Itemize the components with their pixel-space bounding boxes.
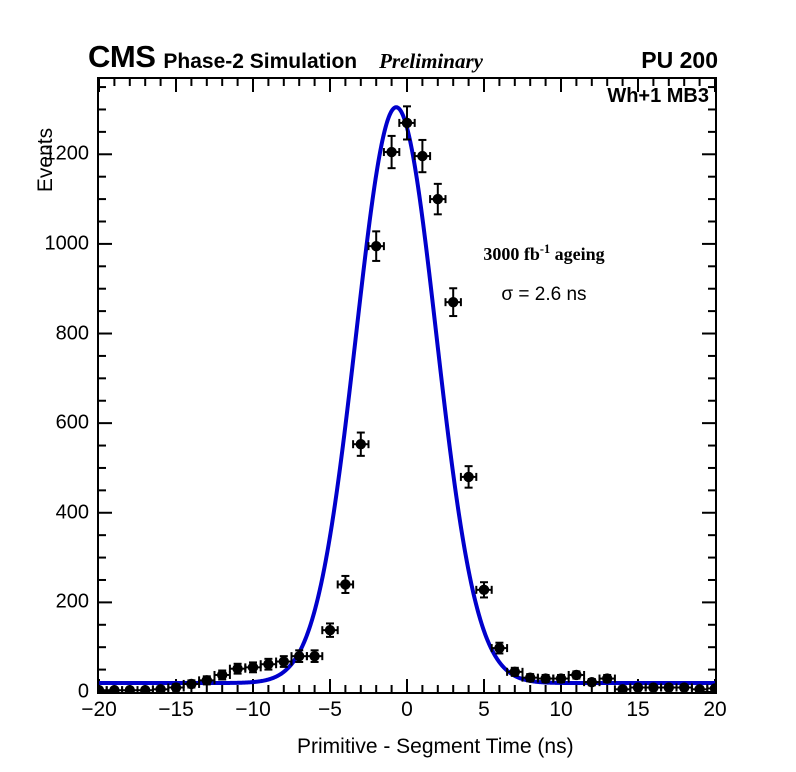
x-tick-label: −5 bbox=[318, 698, 342, 721]
y-tick-label: 600 bbox=[55, 411, 89, 434]
x-tick-label: −20 bbox=[81, 698, 117, 721]
y-tick-label: 200 bbox=[55, 590, 89, 613]
sigma-annotation: σ = 2.6 ns bbox=[501, 284, 587, 305]
luminosity-suffix: ageing bbox=[550, 244, 605, 264]
x-tick-label: 0 bbox=[401, 698, 413, 721]
plot-area bbox=[99, 79, 715, 692]
x-tick-label: 5 bbox=[478, 698, 490, 721]
y-tick-label: 800 bbox=[55, 322, 89, 345]
luminosity-exponent: -1 bbox=[539, 242, 551, 256]
x-tick-label: −10 bbox=[235, 698, 271, 721]
cms-subtitle: Phase-2 Simulation bbox=[163, 50, 358, 73]
cms-header: CMS Phase-2 Simulation Preliminary PU 20… bbox=[88, 36, 718, 72]
x-axis-title: Primitive - Segment Time (ns) bbox=[297, 735, 574, 758]
luminosity-prefix: 3000 fb bbox=[483, 244, 540, 264]
region-label: Wh+1 MB3 bbox=[607, 85, 709, 107]
cms-preliminary-label: Preliminary bbox=[379, 49, 483, 73]
y-tick-label: 1200 bbox=[44, 142, 90, 165]
x-tick-label: 10 bbox=[549, 698, 573, 721]
plot-frame: Wh+1 MB3 3000 fb-1 ageing σ = 2.6 ns bbox=[97, 77, 717, 694]
luminosity-annotation: 3000 fb-1 ageing bbox=[429, 242, 659, 265]
y-tick-label: 400 bbox=[55, 501, 89, 524]
x-tick-label: −15 bbox=[158, 698, 194, 721]
x-tick-label: 15 bbox=[626, 698, 650, 721]
pileup-label: PU 200 bbox=[641, 47, 718, 73]
plot-svg bbox=[99, 79, 715, 692]
y-tick-label: 0 bbox=[77, 680, 89, 703]
y-tick-label: 1000 bbox=[44, 232, 90, 255]
x-tick-label: 20 bbox=[703, 698, 727, 721]
cms-logo: CMS bbox=[88, 39, 156, 74]
